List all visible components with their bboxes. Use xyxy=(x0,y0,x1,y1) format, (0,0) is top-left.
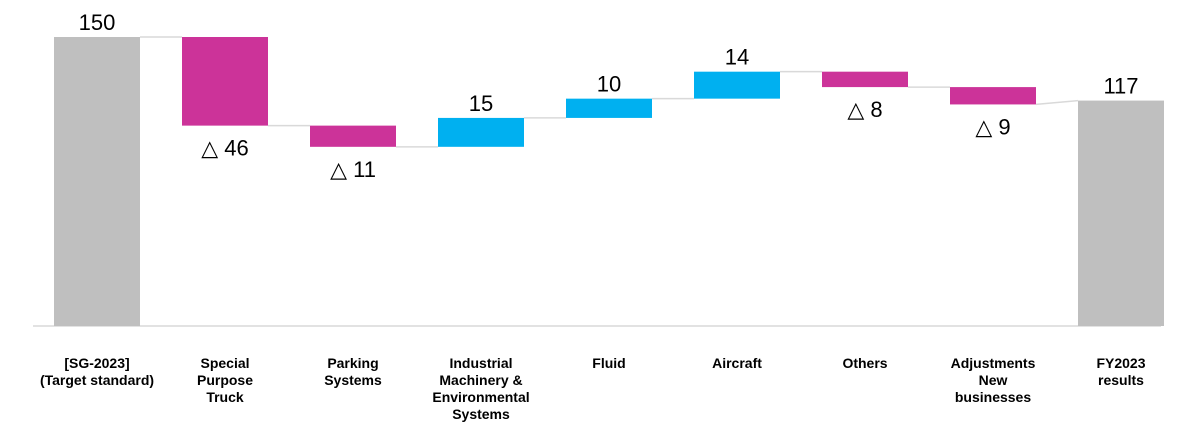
x-tick-label-line: (Target standard) xyxy=(40,372,154,388)
bar xyxy=(438,117,524,147)
x-tick-label-line: Purpose xyxy=(197,372,253,388)
x-tick-label-line: Systems xyxy=(452,406,510,422)
x-tick-label-line: Others xyxy=(842,355,887,371)
x-tick-label: Others xyxy=(842,355,887,371)
x-tick-label: Special Purpose Truck xyxy=(197,355,253,405)
x-tick-label-line: results xyxy=(1098,372,1144,388)
x-tick-label-line: Special xyxy=(200,355,249,371)
x-tick-label-line: Environmental xyxy=(432,389,529,405)
x-tick-label-line: Aircraft xyxy=(712,355,762,371)
x-tick-label-line: FY2023 xyxy=(1096,355,1145,371)
bar xyxy=(182,37,268,126)
value-label: 14 xyxy=(725,45,749,70)
x-tick-label-line: Fluid xyxy=(592,355,625,371)
bar xyxy=(694,71,780,99)
x-tick-label-line: Industrial xyxy=(449,355,512,371)
x-tick-label-line: Machinery & xyxy=(439,372,522,388)
value-label: △ 9 xyxy=(975,114,1010,139)
x-tick-label-line: Systems xyxy=(324,372,382,388)
x-tick-label: Industrial Machinery & Environmental System… xyxy=(432,355,529,422)
connector xyxy=(1035,99,1079,106)
value-label: △ 46 xyxy=(201,136,249,161)
x-tick-label-line: New xyxy=(979,372,1008,388)
x-tick-label: Fluid xyxy=(592,355,625,371)
value-label: △ 11 xyxy=(330,157,376,182)
x-tick-label-line: Parking xyxy=(327,355,378,371)
value-label: 117 xyxy=(1103,74,1138,99)
bar xyxy=(950,87,1036,105)
x-tick-label: Parking Systems xyxy=(324,355,382,388)
bar xyxy=(822,71,908,88)
x-tick-label-line: Adjustments xyxy=(951,355,1036,371)
value-label: 150 xyxy=(79,10,116,35)
value-label: △ 8 xyxy=(847,97,882,122)
bar xyxy=(54,37,140,326)
x-tick-label: Adjustments New businesses xyxy=(951,355,1036,405)
value-label: 15 xyxy=(469,91,493,116)
x-tick-label-line: Truck xyxy=(206,389,244,405)
bar xyxy=(1078,100,1164,326)
bar xyxy=(310,125,396,147)
x-tick-label-line: businesses xyxy=(955,389,1031,405)
value-label: 10 xyxy=(597,72,621,97)
x-tick-label: Aircraft xyxy=(712,355,762,371)
x-tick-label: [SG-2023] (Target standard) xyxy=(40,355,154,388)
bar xyxy=(566,98,652,118)
x-tick-label: FY2023 results xyxy=(1096,355,1145,388)
x-tick-label-line: [SG-2023] xyxy=(64,355,129,371)
